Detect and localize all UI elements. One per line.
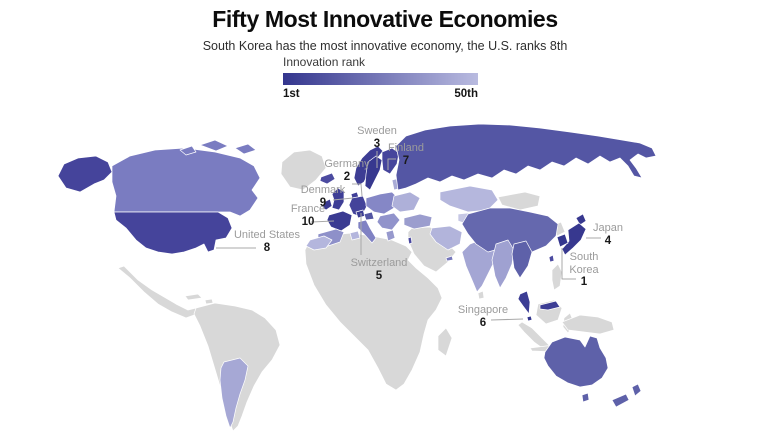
- legend: Innovation rank 1st 50th: [283, 55, 478, 100]
- region-united-states: [113, 211, 233, 255]
- region-canada: [111, 147, 261, 217]
- region-canada-arctic-2: [234, 143, 257, 155]
- region-finland: [381, 147, 400, 175]
- region-sri-lanka: [477, 290, 485, 300]
- region-africa: [304, 232, 443, 391]
- leader-line-south-korea: [561, 248, 576, 280]
- region-greece: [385, 229, 396, 242]
- region-canada-arctic-1: [199, 139, 229, 152]
- legend-max-label: 50th: [454, 88, 478, 100]
- legend-scale: 1st 50th: [283, 88, 478, 100]
- legend-title: Innovation rank: [283, 55, 366, 69]
- region-austria: [363, 211, 375, 221]
- region-iran: [429, 225, 463, 251]
- region-turkey: [403, 213, 433, 230]
- region-malaysia-peninsula: [517, 290, 531, 315]
- leader-lines: [216, 151, 601, 321]
- region-italy: [357, 219, 377, 244]
- region-new-zealand-north: [631, 383, 642, 397]
- region-uae: [445, 255, 454, 262]
- region-new-zealand-south: [611, 393, 630, 408]
- leader-line-singapore: [490, 318, 524, 321]
- leader-line-france: [310, 220, 335, 223]
- region-new-guinea: [561, 314, 615, 335]
- leader-line-denmark: [332, 197, 354, 201]
- region-israel: [407, 236, 413, 245]
- region-mongolia: [497, 191, 541, 211]
- region-iceland: [319, 172, 336, 185]
- region-taiwan: [548, 254, 555, 263]
- legend-min-label: 1st: [283, 88, 300, 100]
- region-argentina: [219, 357, 249, 429]
- region-balkans-romania: [376, 212, 401, 231]
- region-tunisia: [349, 230, 361, 241]
- leader-line-germany: [352, 183, 363, 197]
- page-subtitle: South Korea has the most innovative econ…: [202, 39, 568, 53]
- region-malaysia-borneo: [539, 300, 561, 311]
- region-ukraine: [391, 191, 421, 213]
- region-hispaniola: [204, 298, 214, 305]
- region-australia: [543, 335, 609, 388]
- header: Fifty Most Innovative Economies South Ko…: [0, 0, 770, 53]
- region-south-korea: [556, 233, 569, 248]
- region-tasmania: [581, 392, 590, 403]
- region-thailand-myanmar: [491, 239, 515, 289]
- page-title: Fifty Most Innovative Economies: [212, 6, 558, 32]
- region-madagascar: [437, 327, 453, 357]
- region-canada-arctic-3: [179, 145, 197, 156]
- region-ireland: [321, 198, 333, 211]
- region-russia: [395, 123, 657, 191]
- region-vietnam: [511, 240, 533, 279]
- region-philippines: [551, 263, 563, 291]
- region-sweden: [364, 155, 383, 191]
- region-alaska: [57, 155, 113, 193]
- region-japan-hokkaido: [575, 213, 587, 226]
- region-morocco: [305, 235, 333, 251]
- region-singapore: [526, 315, 533, 322]
- region-mexico-central-america: [117, 265, 198, 319]
- region-greenland: [280, 149, 327, 191]
- leader-line-finland: [387, 158, 396, 170]
- legend-gradient: [283, 73, 478, 85]
- region-poland-czechia: [365, 191, 399, 215]
- region-cuba: [184, 293, 203, 301]
- region-china: [461, 207, 559, 255]
